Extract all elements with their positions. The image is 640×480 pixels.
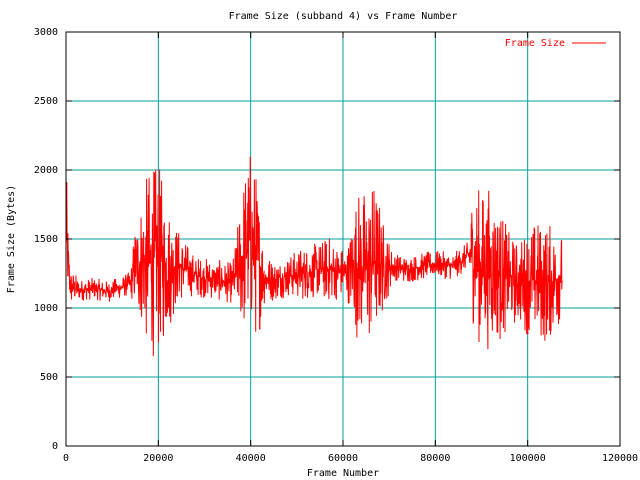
x-tick-label: 60000 bbox=[328, 453, 358, 464]
y-tick-label: 0 bbox=[52, 441, 58, 452]
x-tick-label: 0 bbox=[63, 453, 69, 464]
chart-title: Frame Size (subband 4) vs Frame Number bbox=[229, 11, 458, 22]
y-tick-label: 1000 bbox=[34, 303, 58, 314]
x-tick-label: 100000 bbox=[510, 453, 546, 464]
x-tick-label: 80000 bbox=[420, 453, 450, 464]
y-tick-labels: 0 500 1000 1500 2000 2500 3000 bbox=[34, 27, 58, 452]
y-tick-label: 1500 bbox=[34, 234, 58, 245]
x-axis-label: Frame Number bbox=[307, 468, 379, 479]
ticks bbox=[65, 31, 621, 447]
x-tick-label: 40000 bbox=[236, 453, 266, 464]
series-frame-size bbox=[65, 156, 563, 357]
legend: Frame Size bbox=[505, 38, 606, 49]
y-axis-label: Frame Size (Bytes) bbox=[6, 185, 17, 293]
legend-label-frame-size: Frame Size bbox=[505, 38, 565, 49]
frame-size-line bbox=[65, 156, 563, 357]
x-tick-label: 120000 bbox=[602, 453, 638, 464]
y-tick-label: 3000 bbox=[34, 27, 58, 38]
y-tick-label: 2500 bbox=[34, 96, 58, 107]
x-tick-labels: 0 20000 40000 60000 80000 100000 120000 bbox=[63, 453, 638, 464]
y-tick-label: 500 bbox=[40, 372, 58, 383]
x-tick-label: 20000 bbox=[143, 453, 173, 464]
y-tick-label: 2000 bbox=[34, 165, 58, 176]
